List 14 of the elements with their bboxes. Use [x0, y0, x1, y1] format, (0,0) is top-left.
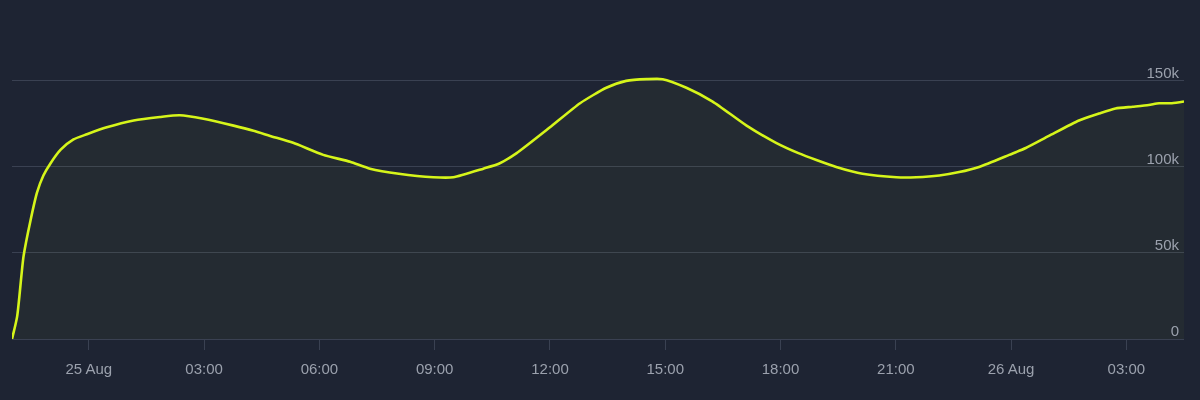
- x-tick-label: 03:00: [1107, 360, 1146, 377]
- x-tick-label: 21:00: [877, 360, 915, 377]
- x-tick-label: 06:00: [300, 360, 339, 377]
- x-tick-label: 09:00: [415, 360, 454, 377]
- y-tick-label: 50k: [1154, 236, 1180, 254]
- x-tick-label: 18:00: [761, 360, 800, 377]
- x-tick-label: 15:00: [646, 360, 685, 377]
- y-tick-label: 150k: [1146, 64, 1180, 82]
- x-tick-label: 25 Aug: [65, 360, 113, 377]
- x-tick-label: 03:00: [185, 360, 223, 377]
- y-tick-label: 100k: [1146, 150, 1180, 168]
- x-tick-label: 12:00: [531, 360, 569, 377]
- y-tick-label: 0: [1170, 322, 1179, 340]
- x-tick-label: 26 Aug: [987, 360, 1035, 377]
